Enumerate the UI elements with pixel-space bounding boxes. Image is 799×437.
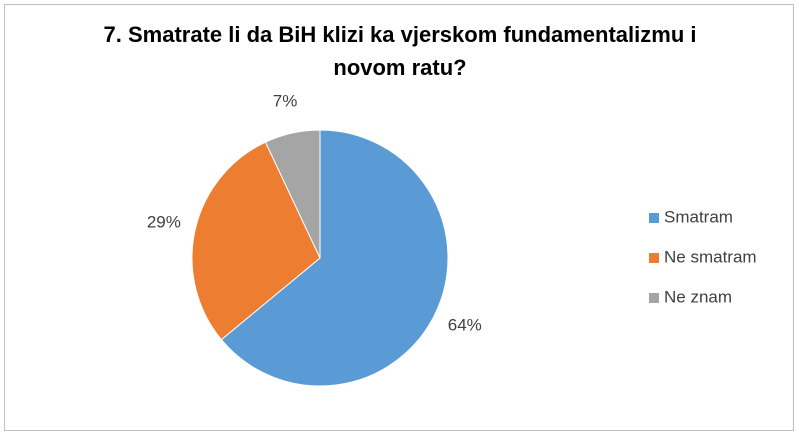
chart-title: 7. Smatrate li da BiH klizi ka vjerskom …	[103, 22, 697, 80]
pie-slice	[220, 129, 449, 387]
pie-slice	[264, 129, 321, 259]
legend-swatch	[649, 213, 659, 223]
legend-swatch	[649, 293, 659, 303]
legend-swatch	[649, 253, 659, 263]
legend-label: Ne znam	[664, 287, 732, 306]
pie-slice	[191, 141, 321, 341]
data-label: 64%	[448, 316, 482, 335]
data-label: 7%	[273, 91, 298, 110]
legend-label: Ne smatram	[664, 247, 757, 266]
legend-label: Smatram	[664, 207, 733, 226]
data-label: 29%	[147, 213, 181, 232]
